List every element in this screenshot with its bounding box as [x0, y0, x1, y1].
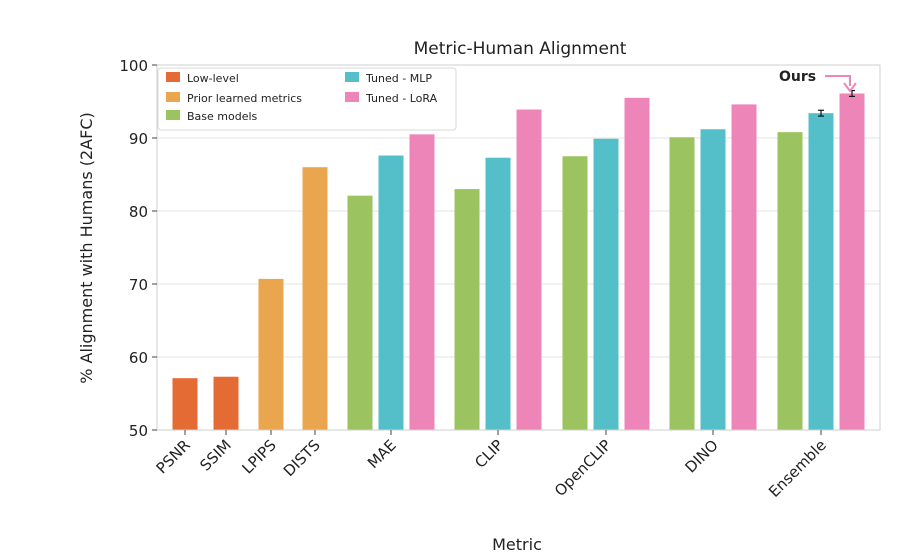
bar-dists-prior	[302, 167, 328, 430]
legend-swatch-base	[166, 110, 180, 120]
bar-dino-lora	[731, 104, 757, 431]
y-axis-title: % Alignment with Humans (2AFC)	[77, 112, 96, 384]
legend: Low-level Prior learned metrics Base model…	[157, 67, 457, 131]
ours-arrowhead	[843, 82, 857, 93]
x-tick-label: MAE	[364, 436, 400, 472]
x-tick-label: PSNR	[153, 436, 194, 477]
bar-ssim-low	[213, 376, 239, 430]
bar-psnr-low	[172, 378, 198, 430]
bar-clip-lora	[516, 109, 542, 430]
legend-label-lora: Tuned - LoRA	[365, 92, 438, 105]
x-axis-ticks: PSNR SSIM LPIPS DISTS MAE CLIP OpenCLIP DINO Ens…	[153, 430, 830, 501]
bar-mae-mlp	[378, 155, 404, 430]
bar-ensemble-lora	[839, 93, 865, 430]
ours-label: Ours	[779, 69, 816, 85]
x-tick-label: CLIP	[471, 436, 507, 472]
x-tick-label: DINO	[682, 436, 722, 476]
plot-frame	[156, 64, 881, 431]
legend-frame	[157, 67, 457, 131]
legend-swatch-lora	[345, 92, 359, 102]
x-tick-label: OpenCLIP	[551, 436, 615, 500]
bar-clip-base	[454, 189, 480, 430]
legend-label-base: Base models	[187, 110, 258, 123]
y-tick-label: 80	[129, 203, 148, 221]
y-tick-label: 70	[129, 276, 148, 294]
bar-openclip-base	[562, 156, 588, 430]
ours-arrow	[825, 75, 851, 86]
ours-annotation: Ours	[779, 69, 857, 93]
bar-clip-mlp	[485, 157, 511, 430]
legend-label-prior: Prior learned metrics	[187, 92, 302, 105]
x-tick-label: SSIM	[196, 436, 234, 474]
legend-swatch-mlp	[345, 72, 359, 82]
legend-swatch-low	[166, 72, 180, 82]
x-tick-label: Ensemble	[765, 436, 830, 501]
bar-dino-mlp	[700, 129, 726, 431]
legend-label-low: Low-level	[187, 72, 239, 85]
bar-ensemble-base	[777, 132, 803, 430]
y-tick-label: 60	[129, 349, 148, 367]
x-tick-label: DISTS	[280, 436, 324, 480]
bar-ensemble-mlp	[808, 113, 834, 431]
bar-lpips-prior	[258, 278, 284, 430]
y-tick-label: 50	[129, 422, 148, 440]
bar-mae-base	[347, 195, 373, 430]
y-tick-label: 90	[129, 130, 148, 148]
x-tick-label: LPIPS	[239, 436, 280, 477]
bar-mae-lora	[409, 134, 435, 430]
legend-swatch-prior	[166, 92, 180, 102]
bar-openclip-lora	[624, 97, 650, 430]
x-axis-title: Metric	[492, 535, 542, 554]
bar-dino-base	[669, 137, 695, 430]
chart-title: Metric-Human Alignment	[414, 39, 627, 59]
bar-openclip-mlp	[593, 138, 619, 431]
legend-label-mlp: Tuned - MLP	[365, 72, 432, 85]
bars-group	[172, 93, 865, 431]
y-tick-label: 100	[119, 57, 148, 75]
y-axis-ticks: 50 60 70 80 90 100	[119, 57, 157, 440]
